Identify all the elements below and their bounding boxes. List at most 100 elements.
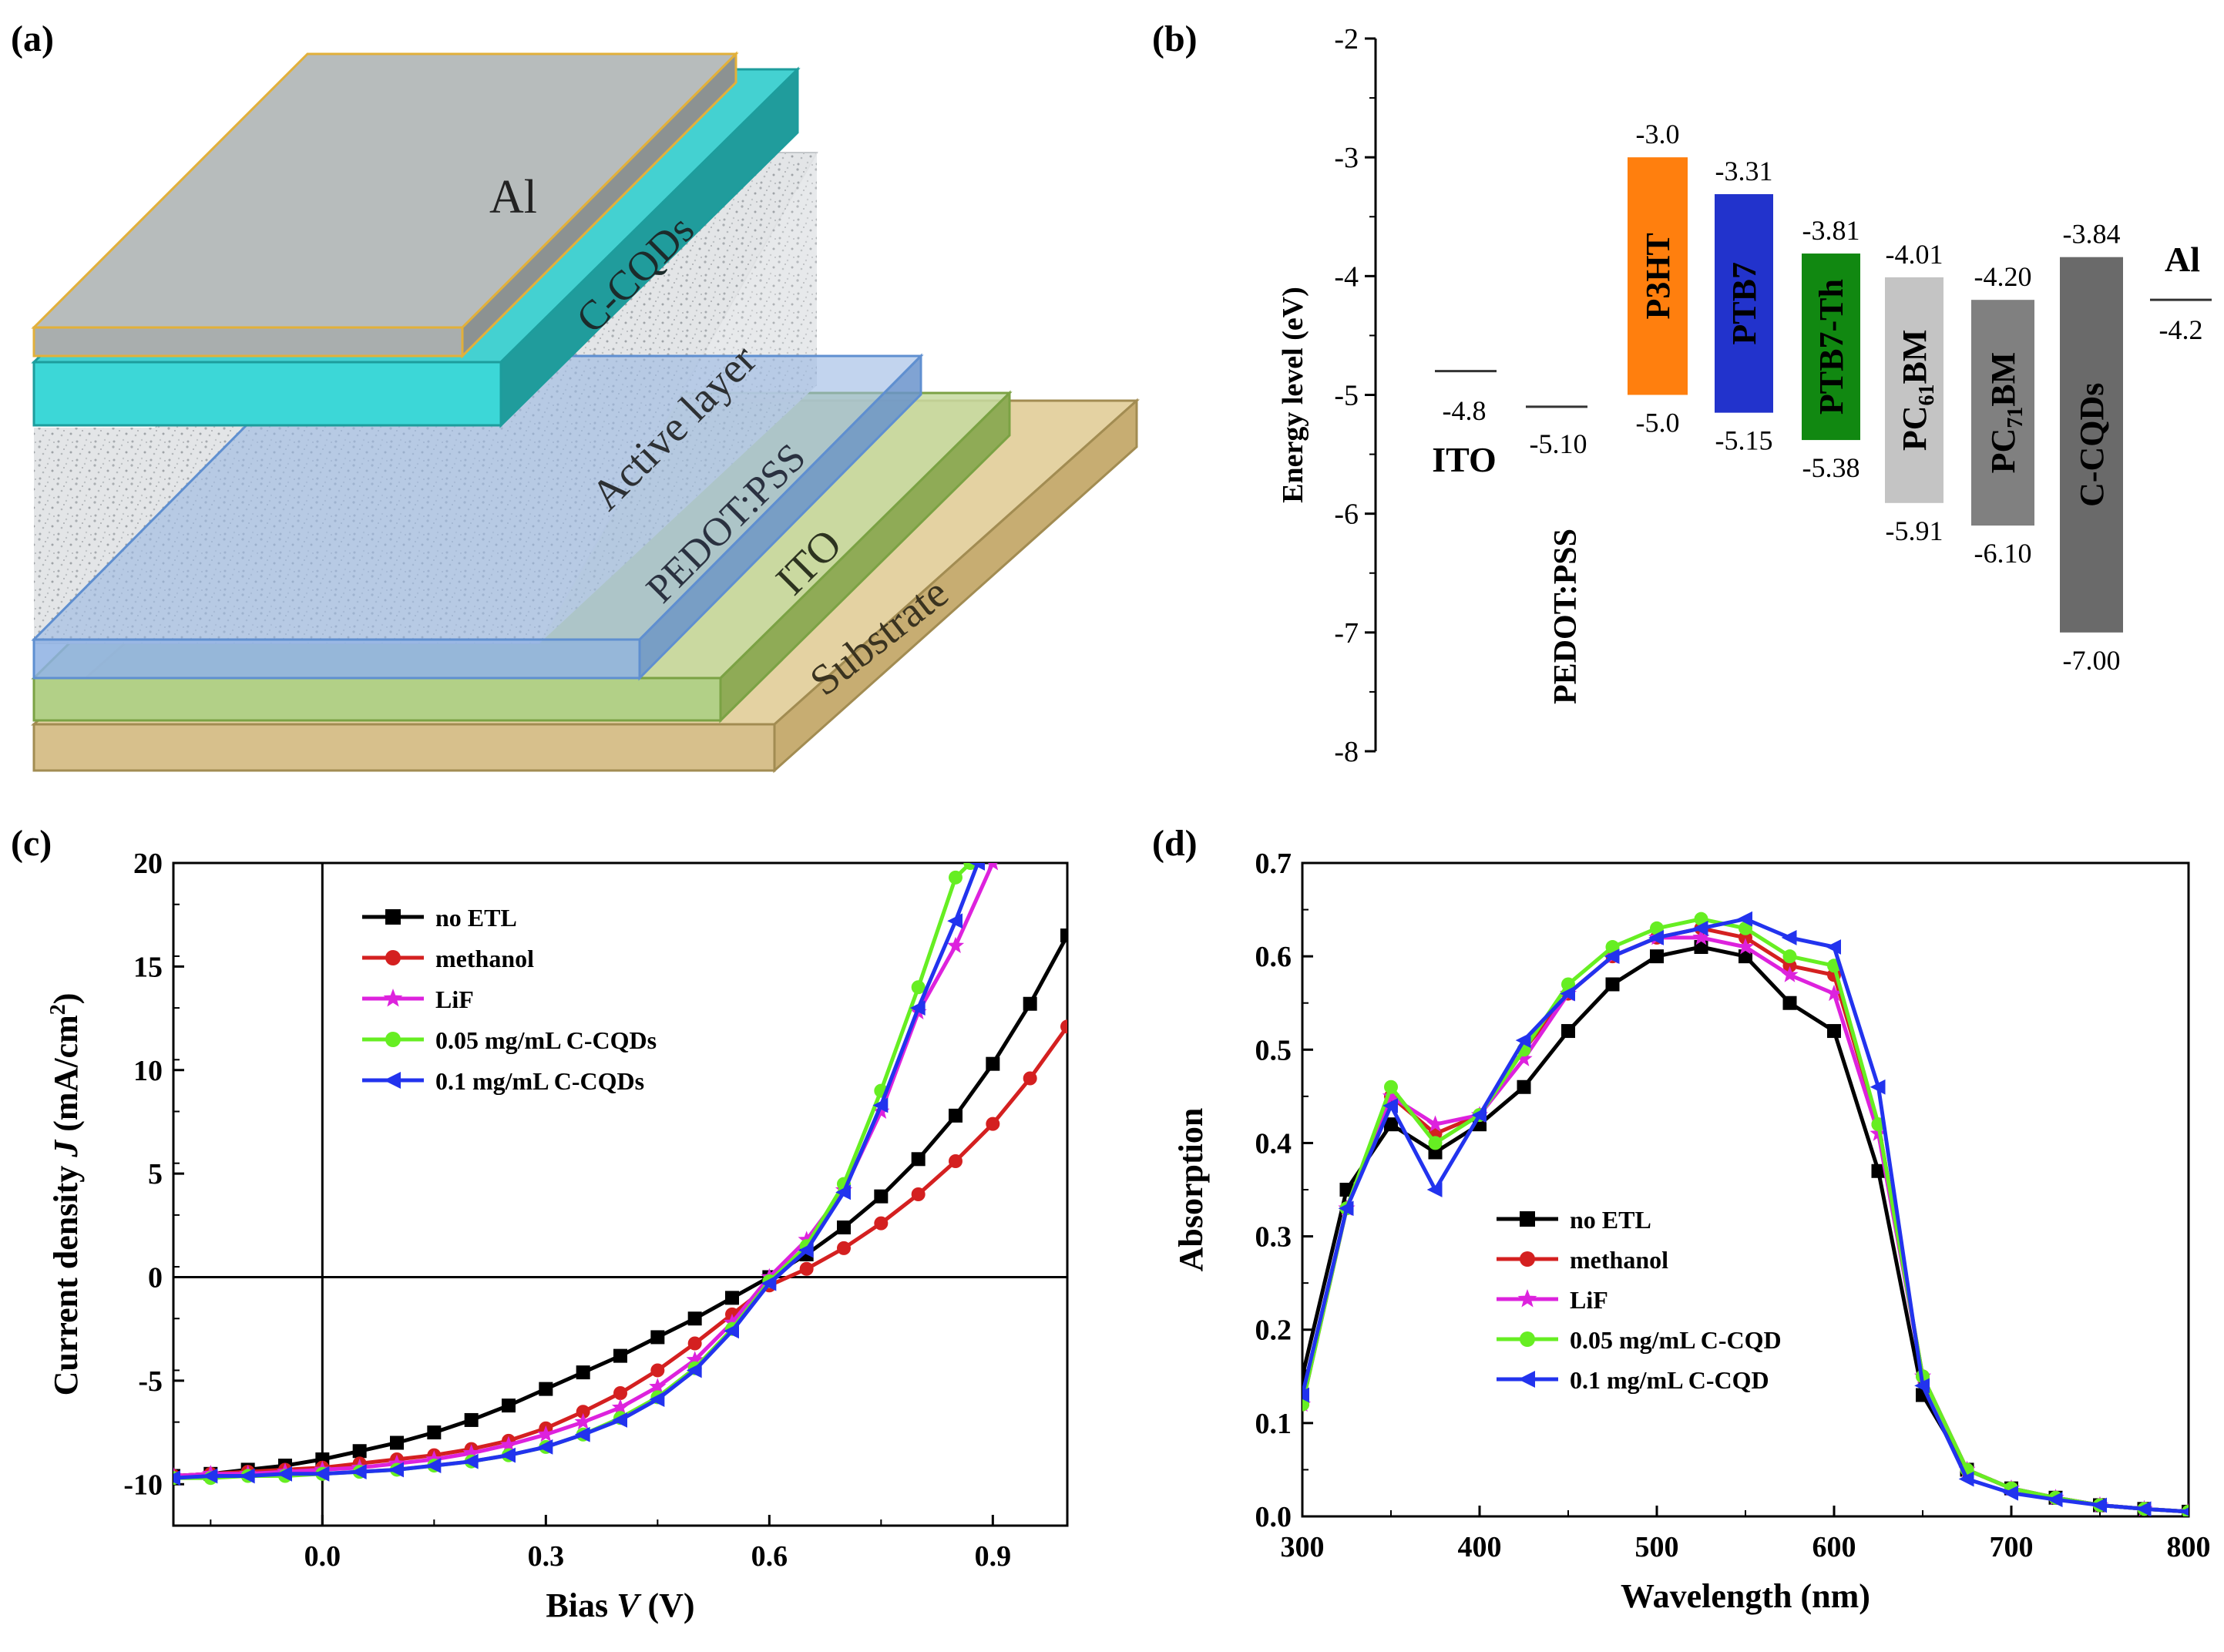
- c-series-point-lif: [499, 1435, 518, 1452]
- c-series-point-lif: [462, 1444, 480, 1461]
- d-legend-swatch-marker-0-05-mg-ml-c-cqd: [1520, 1331, 1535, 1347]
- d-series-point-no-etl: [1517, 1080, 1531, 1094]
- c-legend-swatch-marker-no-etl: [385, 909, 401, 925]
- c-series-point-no-etl: [911, 1152, 926, 1167]
- d-series-point-0-1-mg-ml-c-cqd: [1692, 920, 1708, 936]
- d-series-point-0-1-mg-ml-c-cqd: [1302, 1387, 1309, 1403]
- c-y-tick-label: -10: [123, 1469, 163, 1501]
- d-x-tick-label: 300: [1281, 1531, 1325, 1563]
- c-series-point-0-05-mg-ml-c-cqds: [949, 870, 963, 885]
- d-y-axis-label: Absorption: [1172, 1108, 1210, 1272]
- d-legend-swatch-marker-methanol: [1520, 1251, 1535, 1267]
- d-series-point-no-etl: [1605, 977, 1620, 992]
- c-series-point-lif: [798, 1231, 815, 1247]
- d-series-point-0-1-mg-ml-c-cqd: [1914, 1378, 1930, 1394]
- c-series-point-no-etl: [576, 1365, 590, 1380]
- c-series-point-0-1-mg-ml-c-cqds: [277, 1466, 292, 1482]
- c-series-point-no-etl: [725, 1291, 739, 1305]
- panel-b-energy-levels: (b) -2 -3 -4 -5 -6 -7 -8 Energy level (eV) -4.8…: [1152, 18, 2212, 768]
- d-series-point-0-1-mg-ml-c-cqd: [1604, 949, 1620, 965]
- c-series-point-lif: [723, 1313, 741, 1331]
- y-tick-label: -2: [1334, 23, 1359, 55]
- energy-bar-name-pc61bm: PC61BM: [1896, 330, 1939, 452]
- c-series-point-no-etl: [874, 1189, 889, 1204]
- energy-bar-bottom-p3ht: -5.0: [1636, 408, 1680, 438]
- c-series-point-methanol: [576, 1405, 590, 1419]
- d-y-tick-label: 0.2: [1255, 1315, 1292, 1347]
- energy-bar-name-p3ht: P3HT: [1639, 233, 1677, 319]
- panel-b-label: (b): [1152, 18, 1198, 59]
- c-legend-swatch-marker-0-1-mg-ml-c-cqds: [384, 1072, 401, 1089]
- d-legend-label-no-etl: no ETL: [1570, 1206, 1651, 1234]
- d-legend-swatch-marker-lif: [1517, 1289, 1537, 1308]
- d-series-point-0-1-mg-ml-c-cqd: [1338, 1200, 1354, 1217]
- d-series-point-lif: [1692, 928, 1710, 945]
- c-y-tick-label: 10: [133, 1055, 163, 1087]
- c-x-tick-label: 0.0: [304, 1540, 341, 1573]
- d-series-point-0-1-mg-ml-c-cqd: [1958, 1471, 1974, 1487]
- d-y-tick-label: 0.0: [1255, 1501, 1292, 1533]
- c-series-point-methanol: [1060, 1019, 1067, 1034]
- c-plot-frame: [172, 861, 1069, 1527]
- d-x-tick-label: 700: [1990, 1531, 2034, 1563]
- c-series-point-no-etl: [650, 1330, 665, 1345]
- c-series-point-0-1-mg-ml-c-cqds: [798, 1242, 814, 1258]
- d-legend-label-0-1-mg-ml-c-cqd: 0.1 mg/mL C-CQD: [1570, 1366, 1769, 1394]
- al-layer: [31, 51, 739, 359]
- c-series-point-no-etl: [949, 1108, 963, 1123]
- layer-label-al: Al: [489, 171, 537, 223]
- c-y-tick-label: 0: [148, 1262, 163, 1294]
- c-series-point-lif: [946, 936, 965, 953]
- c-series-line-lif: [173, 863, 995, 1478]
- c-series-point-0-1-mg-ml-c-cqds: [724, 1323, 739, 1339]
- c-series-point-0-05-mg-ml-c-cqds: [911, 980, 926, 995]
- c-legend-swatch-marker-lif: [383, 989, 403, 1007]
- c-legend-label-methanol: methanol: [435, 945, 534, 972]
- c-series-point-0-1-mg-ml-c-cqds: [202, 1468, 218, 1484]
- c-series-point-0-1-mg-ml-c-cqds: [574, 1426, 590, 1442]
- d-legend-label-0-05-mg-ml-c-cqd: 0.05 mg/mL C-CQD: [1570, 1326, 1782, 1354]
- panel-c-label: (c): [11, 823, 52, 864]
- d-series-point-0-05-mg-ml-c-cqd: [1384, 1080, 1398, 1094]
- c-series-point-no-etl: [464, 1412, 479, 1427]
- d-series-point-0-1-mg-ml-c-cqd: [1781, 930, 1797, 945]
- c-x-tick-label: 0.6: [751, 1540, 788, 1573]
- c-legend-swatch-marker-methanol: [385, 950, 401, 965]
- energy-bar-bottom-ptb7: -5.15: [1715, 425, 1773, 456]
- panel-a-device-schematic: (a): [11, 18, 1140, 774]
- c-legend-label-0-1-mg-ml-c-cqds: 0.1 mg/mL C-CQDs: [435, 1067, 644, 1095]
- c-series-point-no-etl: [390, 1435, 404, 1450]
- energy-bar-name-pc71bm: PC71BM: [1984, 352, 2027, 474]
- pedot-pss-layer: [31, 353, 924, 681]
- c-series-point-methanol: [1023, 1071, 1037, 1086]
- c-series-point-no-etl: [986, 1056, 1000, 1071]
- d-series-point-no-etl: [1339, 1183, 1354, 1197]
- y-tick-label: -7: [1334, 617, 1359, 650]
- c-series-point-0-1-mg-ml-c-cqds: [761, 1275, 777, 1291]
- c-series-point-lif: [872, 1102, 890, 1119]
- c-y-tick-label: 5: [148, 1158, 163, 1190]
- d-series-point-0-1-mg-ml-c-cqd: [2180, 1507, 2189, 1516]
- d-series-point-0-1-mg-ml-c-cqd: [1826, 939, 1841, 955]
- d-series-point-no-etl: [1561, 1024, 1575, 1039]
- energy-name-pedot-pss: PEDOT:PSS: [1548, 529, 1584, 704]
- d-series-line-methanol: [1302, 926, 2189, 1514]
- c-series-point-0-1-mg-ml-c-cqds: [314, 1466, 330, 1482]
- c-series-point-lif: [574, 1412, 592, 1430]
- c-x-tick-label: 0.3: [528, 1540, 565, 1573]
- d-series-point-lif: [1825, 984, 1843, 1002]
- c-series-point-0-1-mg-ml-c-cqds: [969, 863, 985, 871]
- d-series-point-no-etl: [1827, 1024, 1841, 1039]
- energy-value-pedot-pss: -5.10: [1530, 428, 1587, 459]
- d-series-point-lif: [1736, 938, 1755, 955]
- energy-bar-top-c-cqds: -3.84: [2063, 219, 2121, 250]
- d-y-tick-label: 0.1: [1255, 1408, 1292, 1440]
- d-series-line-lif: [1302, 935, 2189, 1514]
- c-series-point-methanol: [613, 1386, 627, 1400]
- energy-bar-bottom-pc71bm: -6.10: [1974, 538, 2032, 569]
- c-y-axis-label: Current density J (mA/cm2): [46, 993, 85, 1396]
- c-series-point-0-1-mg-ml-c-cqds: [909, 1000, 926, 1016]
- y-tick-label: -3: [1334, 142, 1359, 174]
- d-series-point-0-1-mg-ml-c-cqd: [1870, 1079, 1886, 1095]
